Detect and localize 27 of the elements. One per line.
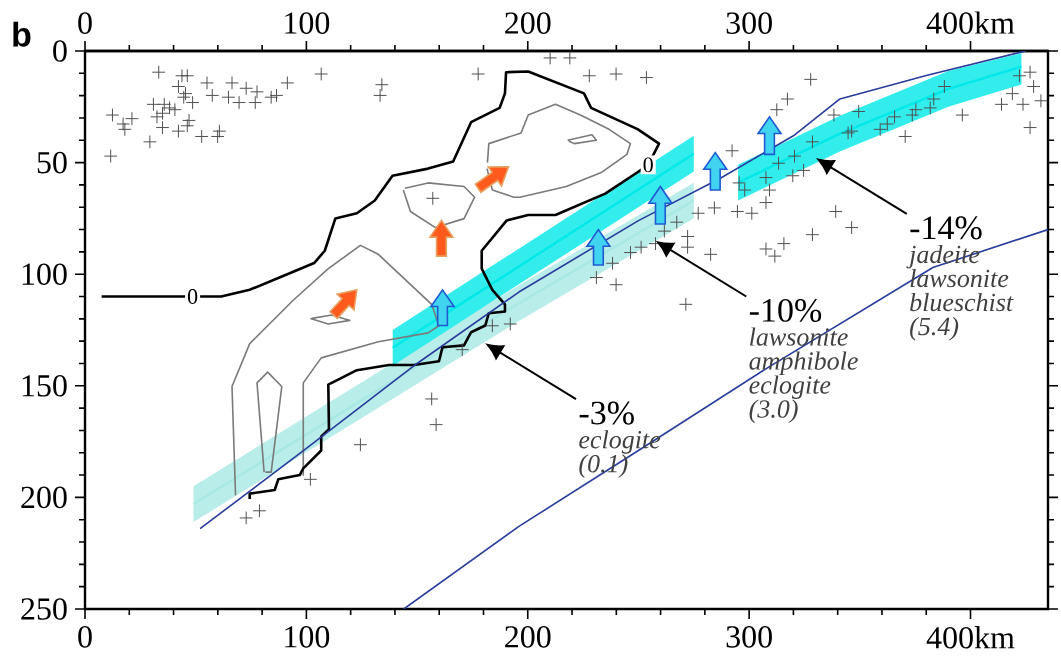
y-tick-label: 100	[22, 263, 67, 285]
y-tick-label: 50	[37, 151, 67, 174]
annotation: 0	[187, 289, 198, 304]
annotation: lawsonite	[910, 268, 1009, 288]
x-tick-label: 200	[505, 626, 551, 648]
x2-tick-label: 100	[285, 12, 330, 34]
annotation: blueschist	[910, 292, 1014, 312]
x2-tick-label: 400km	[926, 11, 1015, 34]
annotation: eclogite	[749, 375, 831, 400]
y-tick-label: 250	[21, 598, 67, 620]
text: b	[13, 21, 31, 47]
x-tick-label: 300	[726, 626, 772, 648]
y-tick-label: 150	[22, 375, 67, 397]
y-tick-label: 200	[21, 486, 67, 509]
annotation: -10%	[749, 298, 822, 322]
x-tick-label: 0	[78, 626, 92, 648]
x2-tick-label: 300	[726, 12, 772, 34]
annotation: -3%	[579, 401, 634, 425]
x-tick-label: 400km	[926, 626, 1015, 649]
x2-tick-label: 200	[505, 12, 551, 34]
annotation: -14%	[910, 216, 982, 240]
x2-tick-label: 0	[78, 12, 92, 34]
annotation: (3.0)	[749, 399, 798, 424]
annotation: (5.4)	[910, 316, 959, 341]
y-tick-label: 0	[53, 40, 67, 62]
x-tick-label: 100	[285, 626, 330, 648]
annotation: 0	[643, 157, 653, 173]
